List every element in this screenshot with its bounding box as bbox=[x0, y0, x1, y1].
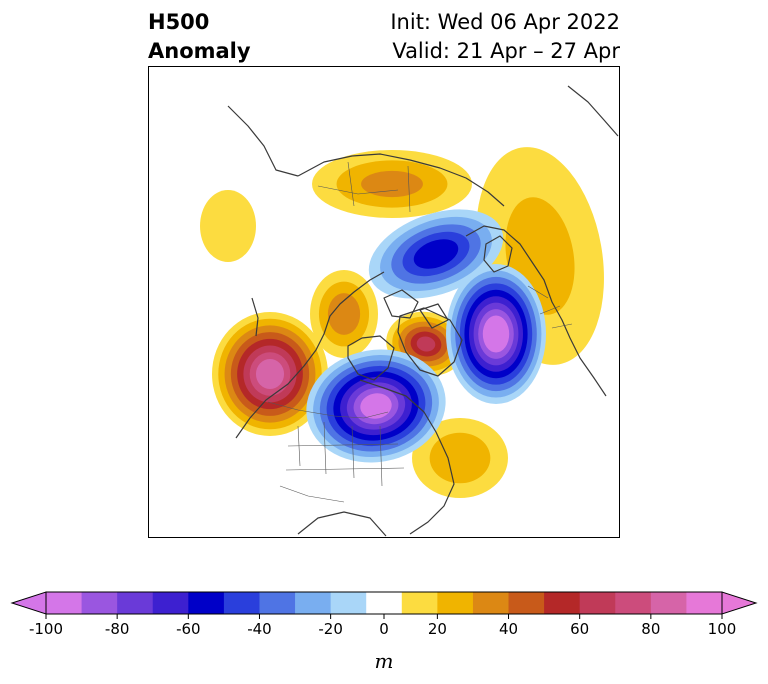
colorbar-swatch bbox=[295, 592, 332, 614]
colorbar-swatch bbox=[223, 592, 260, 614]
anomaly-contour bbox=[487, 321, 505, 347]
anomaly-contour bbox=[416, 336, 436, 352]
colorbar-tick-label: -80 bbox=[105, 620, 130, 638]
coastline-greenland bbox=[397, 307, 463, 377]
anomaly-contour bbox=[429, 432, 491, 484]
colorbar-swatch bbox=[152, 592, 189, 614]
map-frame bbox=[148, 66, 620, 538]
colorbar-swatch bbox=[615, 592, 652, 614]
colorbar-swatch bbox=[366, 592, 403, 614]
colorbar-swatch bbox=[437, 592, 474, 614]
coastline-siberia bbox=[297, 153, 505, 207]
coastline-north-america-east bbox=[359, 379, 455, 535]
colorbar-swatch bbox=[579, 592, 616, 614]
colorbar-swatch bbox=[117, 592, 154, 614]
map-title: H500 Anomaly bbox=[148, 8, 251, 66]
coastline-japan bbox=[251, 297, 259, 337]
colorbar-tick-label: -40 bbox=[247, 620, 272, 638]
map-dates: Init: Wed 06 Apr 2022 Valid: 21 Apr – 27… bbox=[390, 8, 620, 66]
coastline-africa-north bbox=[567, 85, 619, 137]
border-us-canada bbox=[267, 401, 389, 419]
anomaly-contour bbox=[413, 239, 459, 269]
colorbar-tick-label: -20 bbox=[318, 620, 343, 638]
colorbar-tick-label: 20 bbox=[428, 620, 447, 638]
colorbar-tick-label: -100 bbox=[29, 620, 63, 638]
coastline-east-asia bbox=[227, 105, 299, 177]
colorbar-swatch bbox=[472, 592, 510, 614]
colorbar-swatch bbox=[81, 592, 118, 614]
colorbar-swatches bbox=[10, 591, 758, 615]
title-line-2: Anomaly bbox=[148, 39, 251, 63]
valid-range: Valid: 21 Apr – 27 Apr bbox=[392, 39, 620, 63]
anomaly-contour bbox=[361, 170, 423, 198]
colorbar-ticks: -100 -80 -60 -40 -20 0 20 40 60 80 100 bbox=[29, 614, 736, 638]
anomaly-fields bbox=[200, 147, 604, 498]
colorbar-swatch bbox=[330, 592, 367, 614]
colorbar-tick-label: 0 bbox=[379, 620, 389, 638]
coastline-north-america-west bbox=[235, 271, 385, 439]
anomaly-contour bbox=[200, 190, 256, 262]
anomaly-eastern-pacific-ridge bbox=[212, 312, 328, 436]
coastline-scandinavia bbox=[483, 235, 513, 273]
colorbar-swatch bbox=[544, 592, 581, 614]
colorbar-tick-label: 60 bbox=[570, 620, 589, 638]
colorbar: -100 -80 -60 -40 -20 0 20 40 60 80 100 m bbox=[10, 591, 758, 673]
border-states-b bbox=[285, 443, 405, 471]
border-us-mexico bbox=[279, 485, 345, 503]
colorbar-swatch bbox=[401, 592, 438, 614]
anomaly-contour bbox=[327, 293, 361, 335]
anomaly-contour bbox=[360, 393, 392, 419]
colorbar-under-extension bbox=[10, 591, 47, 615]
anomaly-map bbox=[148, 66, 620, 538]
anomaly-siberian-ridge bbox=[312, 150, 472, 218]
coastline-gulf bbox=[297, 511, 387, 537]
coastlines bbox=[227, 85, 619, 537]
colorbar-swatch bbox=[46, 592, 83, 614]
coastline-europe bbox=[465, 225, 607, 397]
colorbar-swatch bbox=[686, 592, 723, 614]
colorbar-swatch bbox=[650, 592, 687, 614]
anomaly-western-pacific-ridge bbox=[200, 190, 256, 262]
colorbar-over-extension bbox=[721, 591, 758, 615]
border-europe bbox=[527, 285, 573, 329]
coastline-hudson-bay bbox=[347, 335, 395, 381]
colorbar-unit-label: m bbox=[375, 649, 394, 673]
colorbar-tick-label: -60 bbox=[176, 620, 201, 638]
anomaly-western-atlantic-ridge bbox=[412, 418, 508, 498]
init-date: Init: Wed 06 Apr 2022 bbox=[390, 10, 620, 34]
title-line-1: H500 bbox=[148, 10, 210, 34]
colorbar-tick-label: 80 bbox=[641, 620, 660, 638]
coastline-canadian-archipelago bbox=[383, 289, 449, 329]
anomaly-north-atlantic-trough bbox=[446, 264, 546, 404]
border-asia bbox=[317, 161, 411, 213]
anomaly-alaska-ridge bbox=[310, 270, 378, 358]
colorbar-swatch bbox=[188, 592, 225, 614]
political-borders bbox=[267, 161, 573, 503]
colorbar-tick-label: 100 bbox=[708, 620, 737, 638]
anomaly-contour bbox=[255, 358, 285, 390]
colorbar-swatch bbox=[508, 592, 545, 614]
colorbar-tick-label: 40 bbox=[499, 620, 518, 638]
colorbar-swatch bbox=[259, 592, 296, 614]
anomaly-central-canada-trough bbox=[306, 349, 446, 463]
